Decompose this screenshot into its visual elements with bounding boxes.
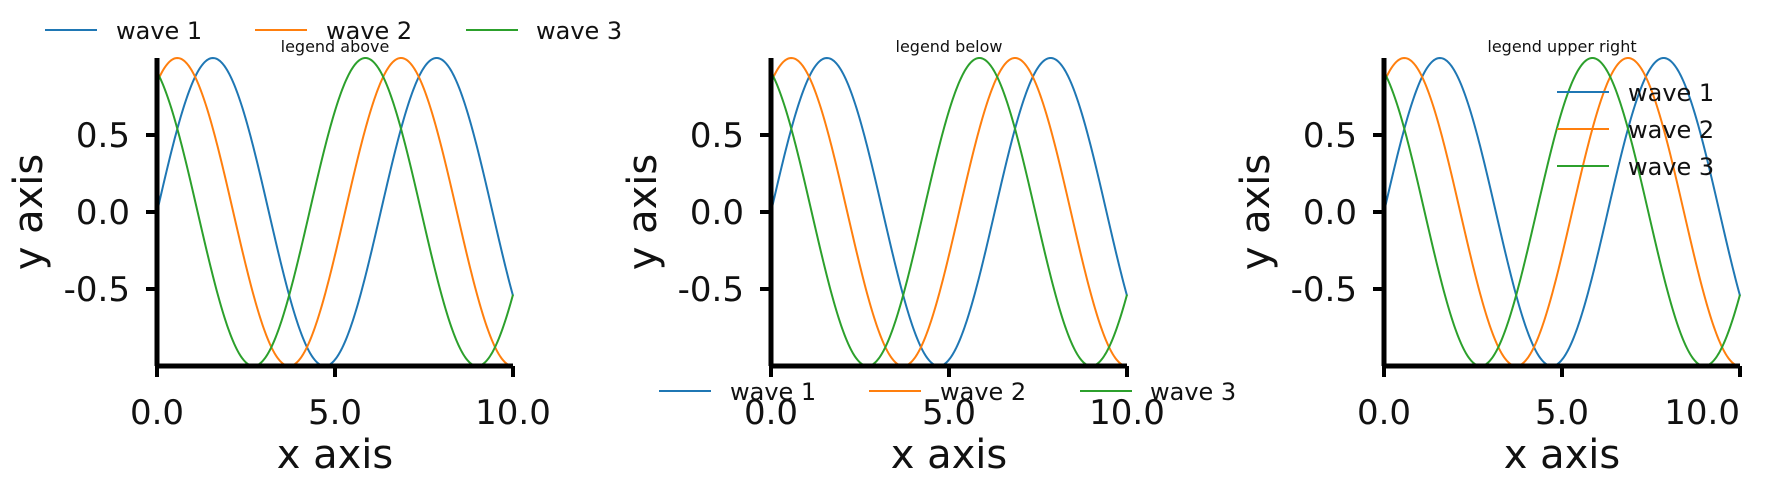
series-line-wave-3 (770, 57, 1128, 368)
y-axis-label: y axis (1233, 154, 1279, 271)
chart-title: legend above (281, 37, 390, 56)
x-tick-label: 10.0 (1664, 393, 1740, 433)
legend-label: wave 3 (536, 17, 622, 45)
y-tick-label: -0.5 (1291, 270, 1357, 310)
legend: wave 1 wave 2 wave 3 (1557, 79, 1714, 181)
series-line-wave-2 (1383, 56, 1741, 367)
chart-title: legend below (896, 37, 1003, 56)
x-tick-label: 10.0 (1089, 393, 1165, 433)
legend-label: wave 3 (1150, 378, 1236, 406)
y-tick-label: 0.5 (76, 116, 130, 156)
x-tick-label: 0.0 (744, 393, 798, 433)
x-tick-label: 5.0 (308, 393, 362, 433)
chart-title: legend upper right (1487, 37, 1636, 56)
legend-label: wave 1 (730, 378, 816, 406)
legend-label: wave 1 (1628, 79, 1714, 107)
x-tick-label: 0.0 (130, 393, 184, 433)
y-axis-label: y axis (620, 154, 666, 271)
legend: wave 1 wave 2 wave 3 (45, 17, 622, 45)
plot-area (156, 56, 514, 368)
plot-area (1383, 56, 1741, 368)
series-line-wave-1 (156, 56, 514, 367)
x-axis-label: x axis (277, 432, 394, 478)
y-tick-label: 0.5 (690, 116, 744, 156)
y-tick-label: 0.5 (1303, 116, 1357, 156)
y-axis-label: y axis (6, 154, 52, 271)
series-line-wave-2 (770, 56, 1128, 367)
series-line-wave-3 (156, 57, 514, 368)
y-tick-label: -0.5 (678, 270, 744, 310)
x-tick-label: 5.0 (1535, 393, 1589, 433)
legend-label: wave 2 (326, 17, 412, 45)
series-line-wave-1 (1383, 56, 1741, 367)
series-line-wave-3 (1383, 57, 1741, 368)
y-tick-label: 0.0 (1303, 193, 1357, 233)
series-line-wave-1 (770, 56, 1128, 367)
x-axis-label: x axis (891, 432, 1008, 478)
legend-label: wave 2 (1628, 116, 1714, 144)
plot-area (770, 56, 1128, 368)
legend-label: wave 1 (116, 17, 202, 45)
series-line-wave-2 (156, 56, 514, 367)
x-tick-label: 5.0 (922, 393, 976, 433)
chart-panel-3: legend upper right 0.5 0.0 -0.5 0.0 5.0 … (1233, 37, 1742, 478)
legend: wave 1 wave 2 wave 3 (659, 378, 1236, 406)
y-tick-label: -0.5 (64, 270, 130, 310)
chart-panel-1: legend above 0.5 0.0 -0.5 0.0 5.0 10.0 x… (6, 17, 622, 478)
x-tick-label: 10.0 (475, 393, 551, 433)
x-tick-label: 0.0 (1357, 393, 1411, 433)
x-axis-label: x axis (1504, 432, 1621, 478)
legend-label: wave 3 (1628, 153, 1714, 181)
y-tick-label: 0.0 (76, 193, 130, 233)
chart-panel-2: legend below 0.5 0.0 -0.5 0.0 5.0 10.0 x… (620, 37, 1236, 478)
legend-label: wave 2 (940, 378, 1026, 406)
y-tick-label: 0.0 (690, 193, 744, 233)
